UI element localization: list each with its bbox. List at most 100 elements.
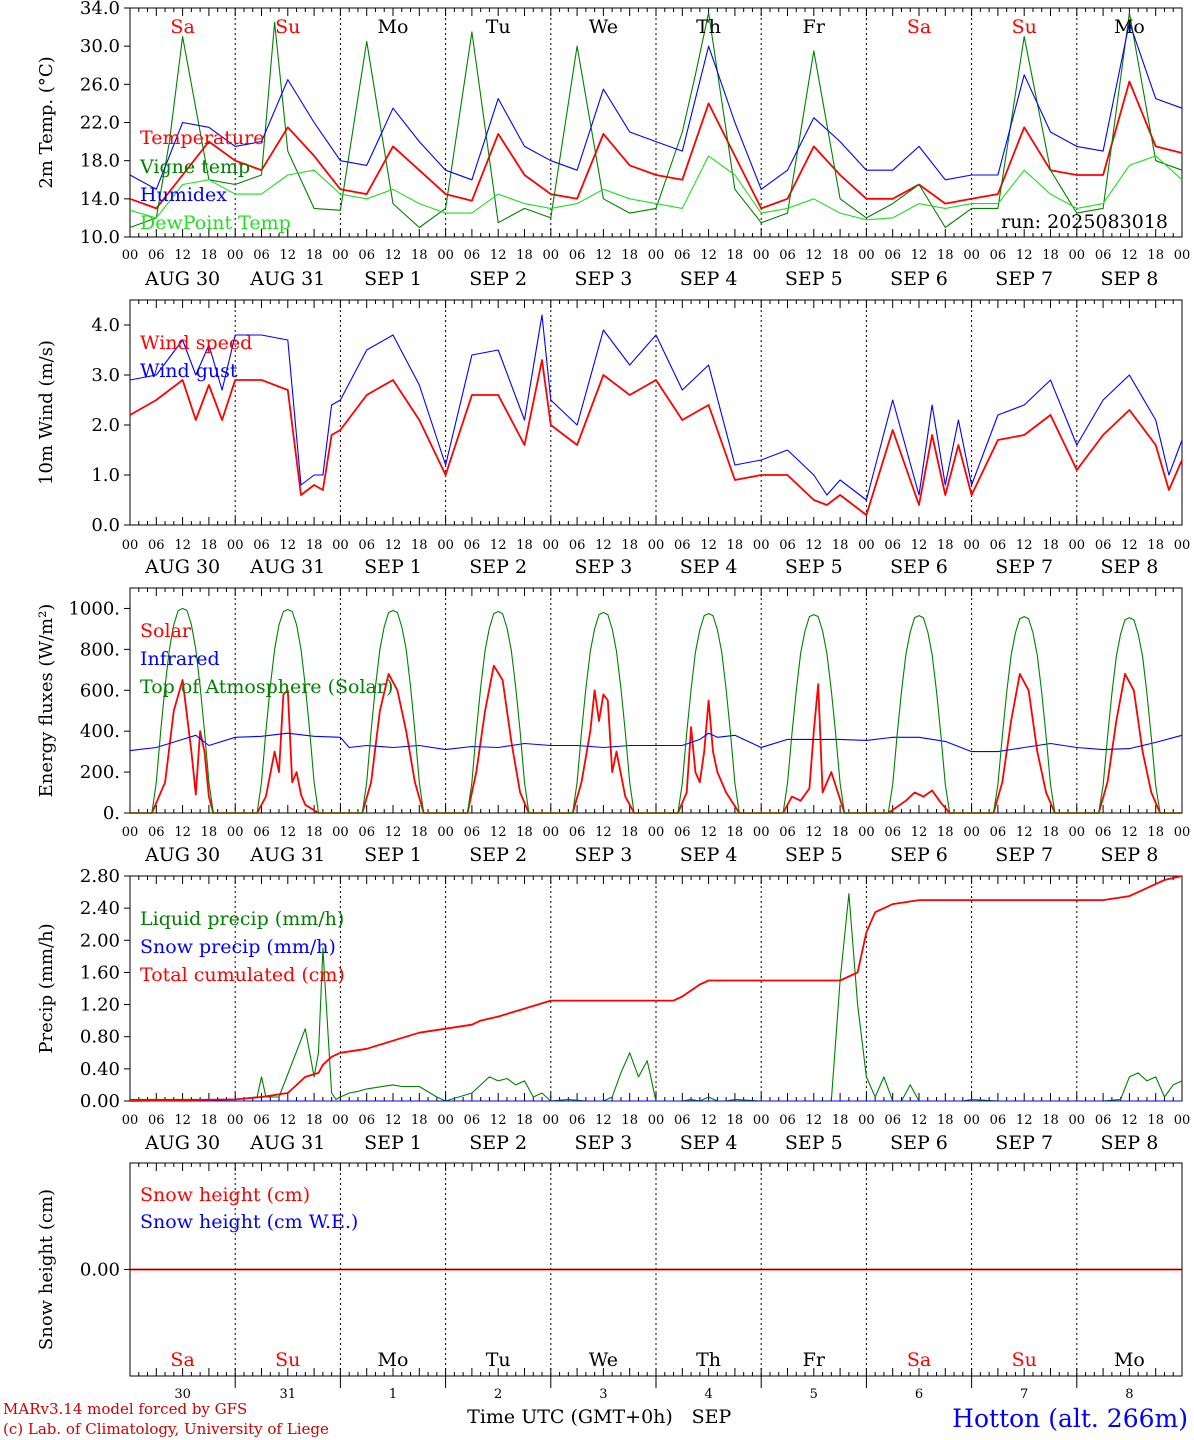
date-label: SEP 7 [995,1132,1053,1154]
x-tick-label: 18 [411,248,428,263]
x-tick-label: 12 [490,1113,507,1128]
x-tick-label: 18 [832,538,849,553]
x-tick-label: 00 [858,1113,875,1128]
credit-line: (c) Lab. of Climatology, University of L… [3,1420,329,1438]
x-tick-label: 06 [779,825,796,840]
date-label: AUG 30 [144,556,220,578]
y-tick-label: 0. [103,803,120,824]
x-tick-label: 00 [1174,1113,1191,1128]
x-tick-label: 18 [516,1113,533,1128]
x-tick-label: 00 [858,248,875,263]
x-tick-label: 12 [806,538,823,553]
x-tick-label: 12 [174,538,191,553]
x-tick-label: 18 [832,248,849,263]
x-tick-label: 12 [700,825,717,840]
weekday-label: Su [275,16,300,38]
x-tick-label: 12 [700,538,717,553]
x-tick-label: 00 [963,825,980,840]
date-label: SEP 3 [574,1132,632,1154]
x-tick-label: 18 [1147,825,1164,840]
x-tick-label: 12 [385,1113,402,1128]
x-tick-label: 06 [990,538,1007,553]
x-tick-label: 00 [227,1113,244,1128]
x-tick-label: 12 [1016,825,1033,840]
y-tick-label: 26.0 [80,74,120,95]
day-number: 6 [915,1387,923,1402]
x-tick-label: 12 [1121,248,1138,263]
weekday-label: We [589,1349,618,1371]
x-tick-label: 18 [201,825,218,840]
x-tick-label: 12 [806,1113,823,1128]
y-tick-label: 0.80 [80,1027,120,1048]
day-number: 4 [704,1387,712,1402]
x-tick-label: 12 [280,1113,297,1128]
panel-3: 0. 200. 400. 600. 800. 1000. Energy fluxes (W/… [36,587,1190,866]
day-number: 8 [1125,1387,1133,1402]
x-tick-label: 12 [1121,538,1138,553]
x-tick-label: 06 [990,1113,1007,1128]
x-tick-label: 18 [306,1113,323,1128]
date-label: SEP 4 [680,268,738,290]
x-tick-label: 00 [227,538,244,553]
x-tick-label: 18 [727,538,744,553]
x-tick-label: 00 [963,1113,980,1128]
x-tick-label: 00 [437,248,454,263]
x-tick-label: 06 [569,248,586,263]
x-tick-label: 06 [358,1113,375,1128]
x-tick-label: 06 [884,825,901,840]
y-tick-label: 200. [80,762,120,783]
x-tick-label: 12 [174,248,191,263]
x-tick-label: 12 [280,248,297,263]
x-tick-label: 00 [648,248,665,263]
y-tick-label: 1000. [68,598,120,619]
legend-entry: Temperature [140,127,264,149]
y-tick-label: 18.0 [80,151,120,172]
y-tick-label: 2.80 [80,866,120,887]
day-number: 7 [1020,1387,1028,1402]
x-tick-label: 18 [411,825,428,840]
weekday-label: Mo [1114,16,1145,38]
x-tick-label: 18 [201,248,218,263]
legend-entry: Wind gust [140,360,238,382]
y-axis-label: 10m Wind (m/s) [36,340,57,485]
x-tick-label: 06 [674,248,691,263]
x-tick-label: 06 [253,1113,270,1128]
x-tick-label: 18 [1042,538,1059,553]
x-tick-label: 12 [1016,1113,1033,1128]
x-tick-label: 00 [543,538,560,553]
y-tick-label: 4.0 [91,315,120,336]
x-tick-label: 12 [490,538,507,553]
weekday-label: Th [696,1349,721,1371]
x-tick-label: 06 [464,248,481,263]
x-tick-label: 06 [1095,825,1112,840]
x-tick-label: 06 [464,538,481,553]
x-tick-label: 06 [569,538,586,553]
x-tick-label: 18 [1042,1113,1059,1128]
x-tick-label: 12 [700,248,717,263]
legend-entry: DewPoint Temp [140,212,291,234]
x-tick-label: 06 [358,248,375,263]
series-line-2 [129,12,1183,229]
x-tick-label: 06 [990,248,1007,263]
legend-entry: Solar [140,620,192,642]
x-tick-label: 06 [148,538,165,553]
weekday-label: Sa [907,1349,931,1371]
y-axis-label: Energy fluxes (W/m²) [36,604,57,798]
weekday-label: Mo [378,16,409,38]
y-axis-label: Snow height (cm) [36,1189,57,1350]
x-tick-label: 00 [648,1113,665,1128]
x-tick-label: 06 [253,538,270,553]
date-label: AUG 30 [144,844,220,866]
day-number: 3 [599,1387,607,1402]
day-number: 2 [494,1387,502,1402]
date-label: SEP 6 [890,1132,948,1154]
weekday-label: Th [696,16,721,38]
x-tick-label: 00 [753,248,770,263]
x-tick-label: 00 [332,825,349,840]
x-tick-label: 00 [1069,825,1086,840]
x-tick-label: 00 [122,825,139,840]
date-label: SEP 5 [785,268,843,290]
date-label: SEP 2 [469,1132,527,1154]
x-tick-label: 18 [306,248,323,263]
